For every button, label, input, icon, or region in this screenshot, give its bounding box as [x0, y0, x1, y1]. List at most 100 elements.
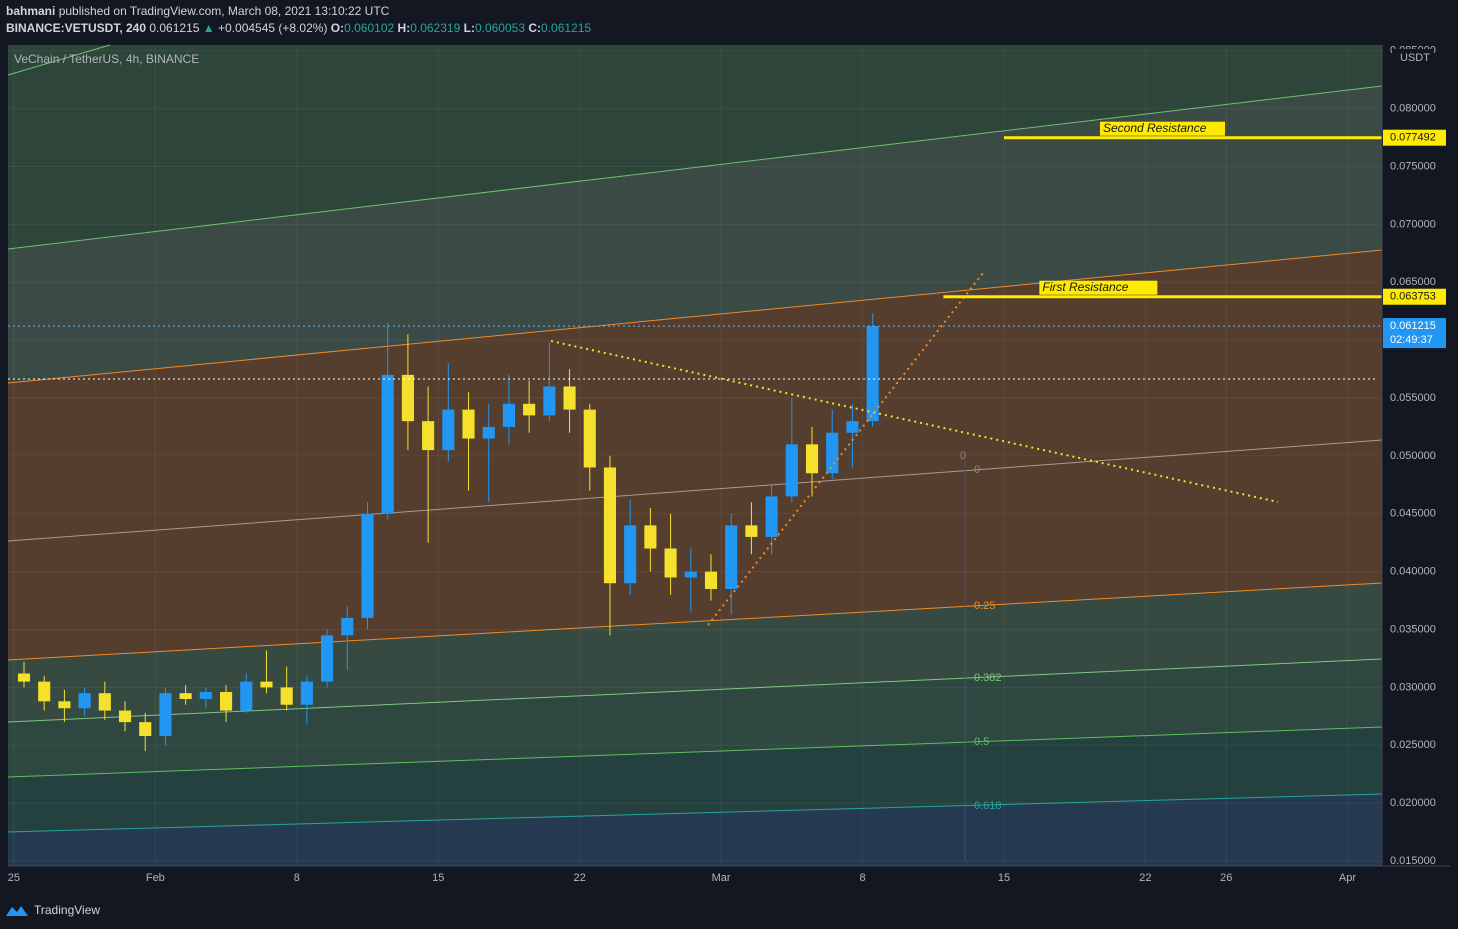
candle-body — [765, 496, 778, 537]
candle-body — [17, 673, 31, 682]
candle-body — [58, 701, 71, 709]
candle-body — [260, 681, 273, 688]
h-label: H: — [398, 21, 411, 35]
candle-body — [300, 681, 313, 705]
candle-body — [704, 571, 718, 590]
drawings: Second Resistance First Resistance — [8, 121, 1382, 626]
channel-line — [7, 44, 111, 76]
candle-body — [563, 386, 576, 410]
author: bahmani — [6, 4, 55, 18]
x-tick-label: 26 — [1220, 872, 1232, 884]
o: 0.060102 — [344, 21, 394, 35]
grid — [8, 45, 1382, 866]
fib-label: 0.618 — [974, 800, 1002, 812]
x-tick-label: 15 — [432, 872, 444, 884]
price-tag — [1383, 129, 1446, 146]
candle-body — [159, 693, 172, 737]
zone — [8, 583, 1382, 722]
candle-body — [38, 681, 51, 702]
zone — [8, 794, 1382, 866]
time-axis — [8, 866, 1382, 888]
candle-body — [624, 525, 637, 584]
candle-body — [785, 444, 798, 497]
y-tick-label: 0.020000 — [1390, 797, 1436, 809]
x-tick-label: 15 — [998, 872, 1010, 884]
y-tick-label: 0.065000 — [1390, 276, 1436, 288]
brand: TradingView — [34, 903, 100, 917]
x-tick-label: Feb — [146, 872, 165, 884]
annotation-box — [1039, 280, 1158, 295]
fib-labels: 00 0.25 0.382 0.5 0.618 — [960, 450, 1002, 812]
channel-line — [7, 249, 1383, 384]
candle-body — [219, 692, 233, 711]
candle-body — [583, 409, 596, 468]
candle-body — [381, 374, 394, 514]
candle-body — [98, 693, 111, 711]
header: bahmani published on TradingView.com, Ma… — [6, 4, 390, 18]
fib-label: 0 — [974, 464, 980, 476]
candle-body — [462, 409, 475, 439]
y-tick-label: 0.070000 — [1390, 218, 1436, 230]
zone — [8, 659, 1382, 777]
y-tick-label: 0.015000 — [1390, 855, 1436, 867]
price-tag-label: 0.063753 — [1390, 291, 1436, 303]
channel-line — [7, 582, 1383, 661]
annotation-box — [1099, 121, 1225, 136]
candle-body — [725, 525, 738, 590]
candle-body — [280, 687, 293, 705]
candle-body — [664, 548, 677, 578]
zone — [8, 86, 1382, 383]
candle-body — [805, 444, 819, 474]
price-tag-label: 0.061215 — [1390, 320, 1436, 332]
currency-box — [1392, 49, 1434, 67]
symbol: BINANCE:VETUSDT, 240 — [6, 21, 146, 35]
c-label: C: — [528, 21, 541, 35]
candle-body — [199, 692, 212, 699]
y-tick-label: 0.055000 — [1390, 392, 1436, 404]
candle-body — [78, 693, 91, 709]
y-tick-label: 0.045000 — [1390, 508, 1436, 520]
candle-body — [240, 681, 253, 711]
y-tick-label: 0.025000 — [1390, 739, 1436, 751]
countdown: 02:49:37 — [1390, 334, 1433, 346]
channel-line — [7, 658, 1383, 723]
annotation: Second Resistance — [1103, 121, 1207, 135]
candle-body — [179, 693, 192, 699]
candle-body — [603, 467, 617, 584]
channel — [7, 44, 1383, 866]
fib-label: 0 — [960, 450, 966, 462]
channel-line — [7, 85, 1383, 250]
channel-line — [7, 793, 1383, 833]
y-tick-label: 0.030000 — [1390, 681, 1436, 693]
currency: USDT — [1400, 52, 1430, 64]
candle-body — [684, 571, 697, 578]
fib-label: 0.5 — [974, 736, 989, 748]
logo: TradingView — [6, 903, 100, 917]
price-tag-label: 0.077492 — [1390, 132, 1436, 144]
candle-body — [422, 421, 435, 451]
published: published on TradingView.com, March 08, … — [59, 4, 390, 18]
trend-line — [707, 272, 984, 626]
c: 0.061215 — [541, 21, 591, 35]
l: 0.060053 — [475, 21, 525, 35]
price-tag — [1383, 318, 1446, 349]
fib-label: 0.382 — [974, 672, 1002, 684]
x-tick-label: 22 — [574, 872, 586, 884]
y-tick-label: 0.035000 — [1390, 623, 1436, 635]
h: 0.062319 — [410, 21, 460, 35]
candle-body — [321, 635, 334, 682]
trend-line — [550, 340, 1279, 503]
candle-body — [745, 525, 758, 537]
y-tick-label: 0.080000 — [1390, 103, 1436, 115]
x-tick-label: 25 — [8, 872, 20, 884]
candle-body — [846, 421, 859, 433]
x-tick-label: 8 — [294, 872, 300, 884]
annotation: First Resistance — [1042, 280, 1128, 294]
x-tick-label: 22 — [1139, 872, 1151, 884]
candle-body — [866, 326, 879, 422]
candle-body — [482, 426, 495, 439]
candle-body — [523, 403, 536, 416]
legend-title: VeChain / TetherUS, 4h, BINANCE — [14, 52, 199, 66]
x-tick-label: Apr — [1339, 872, 1356, 884]
